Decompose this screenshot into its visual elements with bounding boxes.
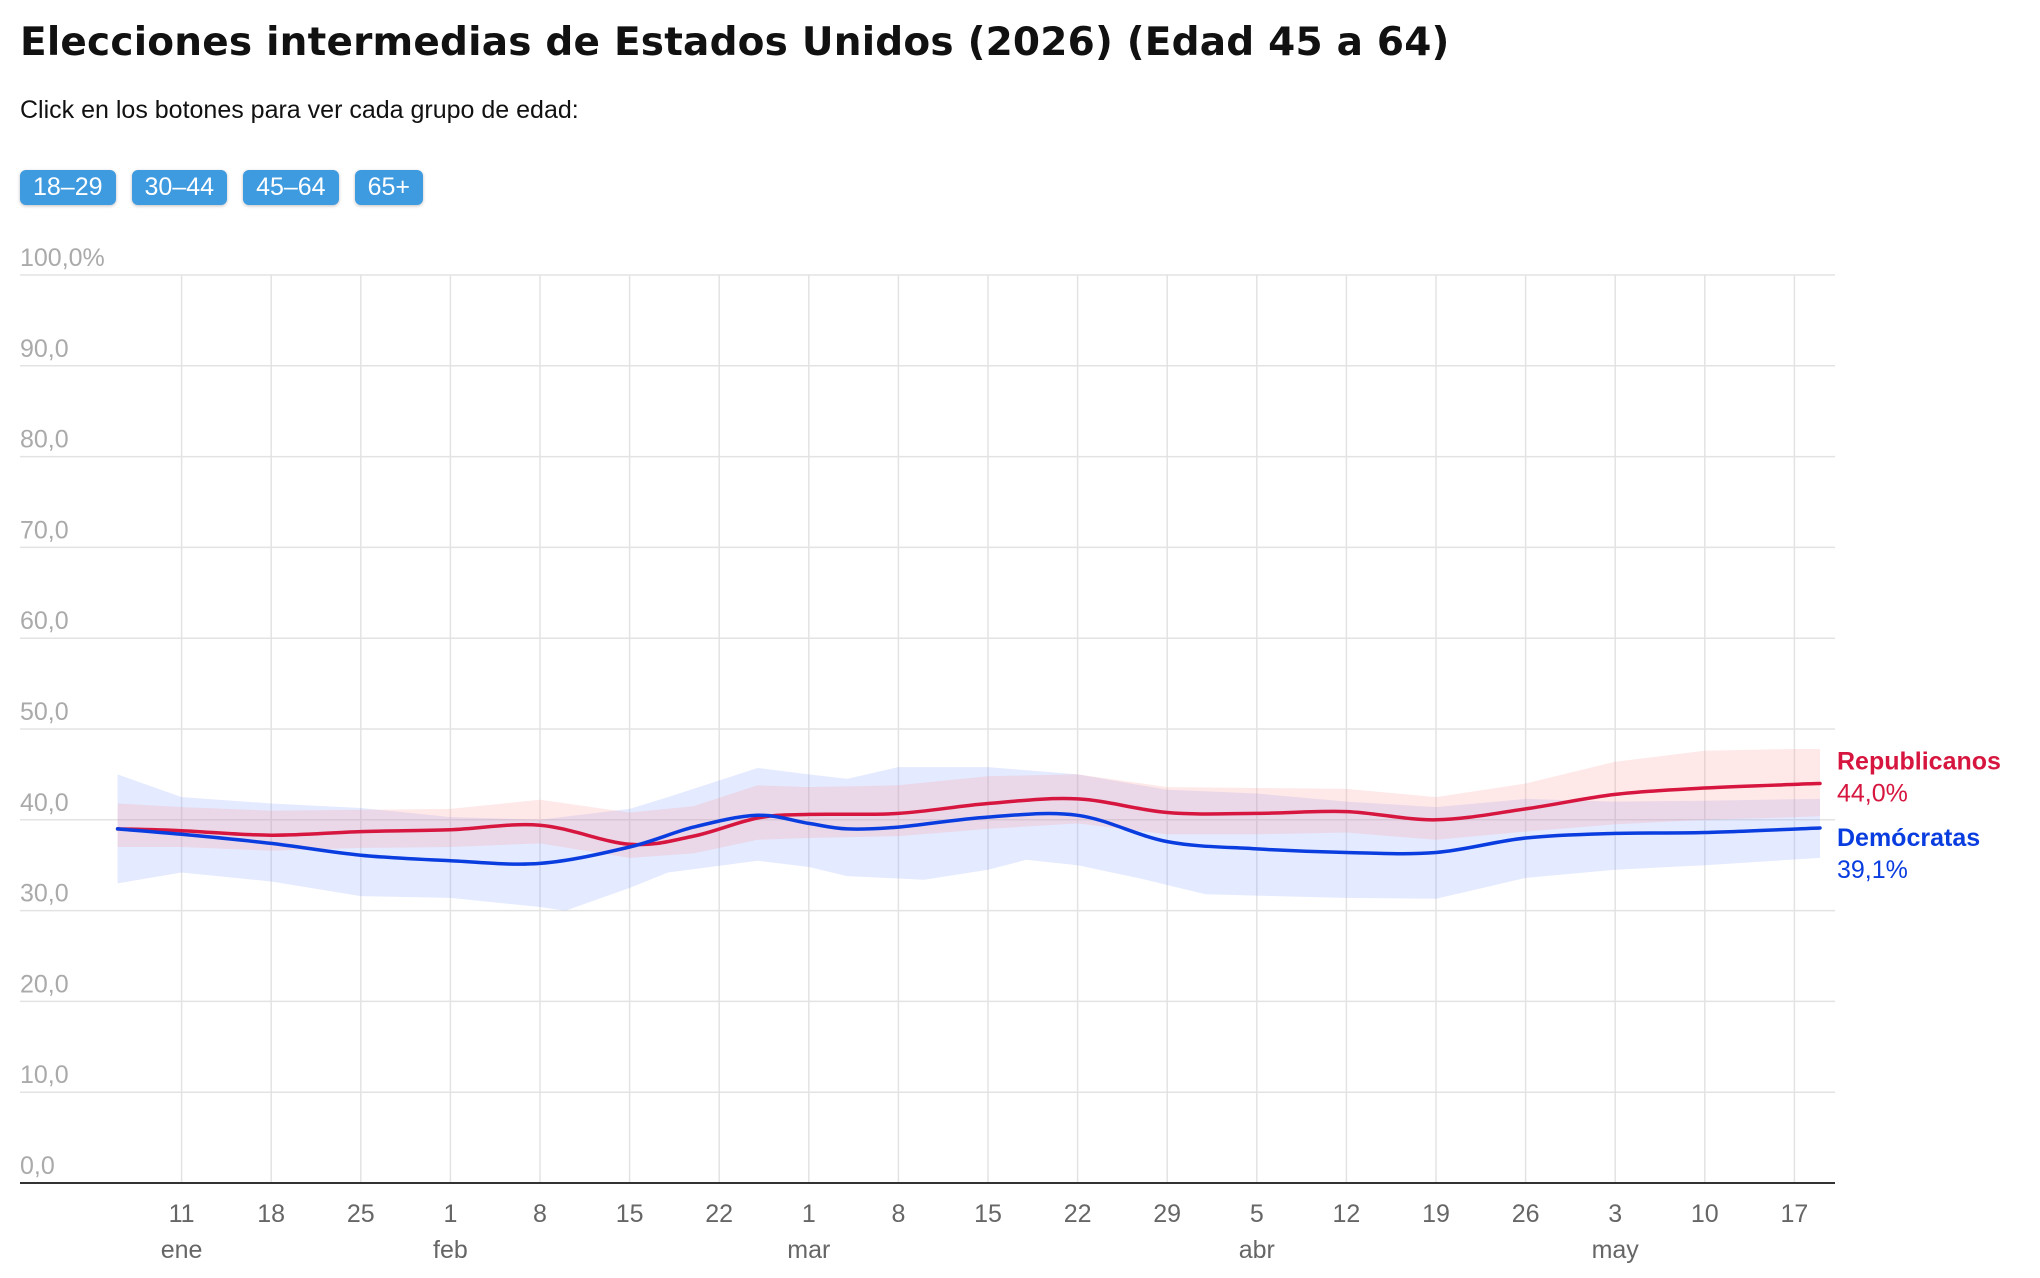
y-tick-label: 90,0: [20, 335, 69, 363]
y-tick-label: 60,0: [20, 607, 69, 635]
y-tick-label: 0,0: [20, 1152, 55, 1180]
x-tick-label: 15: [616, 1200, 644, 1228]
x-tick-label: 26: [1512, 1200, 1540, 1228]
y-tick-label: 10,0: [20, 1061, 69, 1089]
y-tick-label: 50,0: [20, 698, 69, 726]
x-month-label: mar: [787, 1236, 830, 1264]
x-month-label: ene: [161, 1236, 203, 1264]
x-month-label: abr: [1239, 1236, 1275, 1264]
x-tick-label: 18: [257, 1200, 285, 1228]
democrats-value: 39,1%: [1837, 856, 1908, 884]
x-tick-label: 1: [802, 1200, 816, 1228]
age-group-buttons: 18–29 30–44 45–64 65+: [20, 170, 424, 205]
x-tick-label: 15: [974, 1200, 1002, 1228]
x-tick-label: 25: [347, 1200, 375, 1228]
x-tick-label: 1: [443, 1200, 457, 1228]
age-button-18-29[interactable]: 18–29: [20, 170, 116, 205]
republicans-value: 44,0%: [1837, 779, 1908, 807]
y-tick-label: 20,0: [20, 970, 69, 998]
republicans-line: [115, 781, 1822, 847]
page-title: Elecciones intermedias de Estados Unidos…: [20, 20, 1450, 65]
x-month-label: may: [1592, 1236, 1640, 1264]
y-tick-label: 100,0%: [20, 244, 105, 272]
x-tick-label: 5: [1250, 1200, 1264, 1228]
x-tick-label: 17: [1780, 1200, 1808, 1228]
republicans-band: [117, 749, 1821, 858]
age-button-30-44[interactable]: 30–44: [131, 170, 228, 205]
series-lines: [115, 781, 1822, 866]
x-tick-label: 22: [705, 1200, 733, 1228]
x-tick-label: 8: [891, 1200, 905, 1228]
x-tick-label: 8: [533, 1200, 547, 1228]
y-tick-label: 80,0: [20, 426, 69, 454]
republicans-label: Republicanos: [1837, 747, 2001, 775]
democrats-band: [117, 767, 1821, 911]
x-tick-label: 12: [1332, 1200, 1360, 1228]
y-tick-label: 30,0: [20, 880, 69, 908]
y-tick-label: 70,0: [20, 516, 69, 544]
x-tick-label: 29: [1153, 1200, 1181, 1228]
x-tick-label: 19: [1422, 1200, 1450, 1228]
x-tick-label: 3: [1608, 1200, 1622, 1228]
age-button-45-64[interactable]: 45–64: [243, 170, 339, 205]
axes: 100,0%90,080,070,060,050,040,030,020,010…: [20, 244, 1835, 1264]
y-tick-label: 40,0: [20, 789, 69, 817]
x-tick-label: 22: [1064, 1200, 1092, 1228]
x-month-label: feb: [433, 1236, 468, 1264]
x-tick-label: 10: [1691, 1200, 1719, 1228]
democrats-line: [115, 811, 1822, 866]
age-button-65-plus[interactable]: 65+: [354, 170, 424, 205]
confidence-bands: [117, 749, 1821, 911]
grid: [20, 274, 1835, 1183]
democrats-label: Demócratas: [1837, 824, 1980, 852]
x-tick-label: 11: [169, 1200, 195, 1228]
subtitle: Click en los botones para ver cada grupo…: [20, 96, 579, 124]
end-labels: Republicanos 44,0% Demócratas 39,1%: [1837, 747, 2001, 883]
